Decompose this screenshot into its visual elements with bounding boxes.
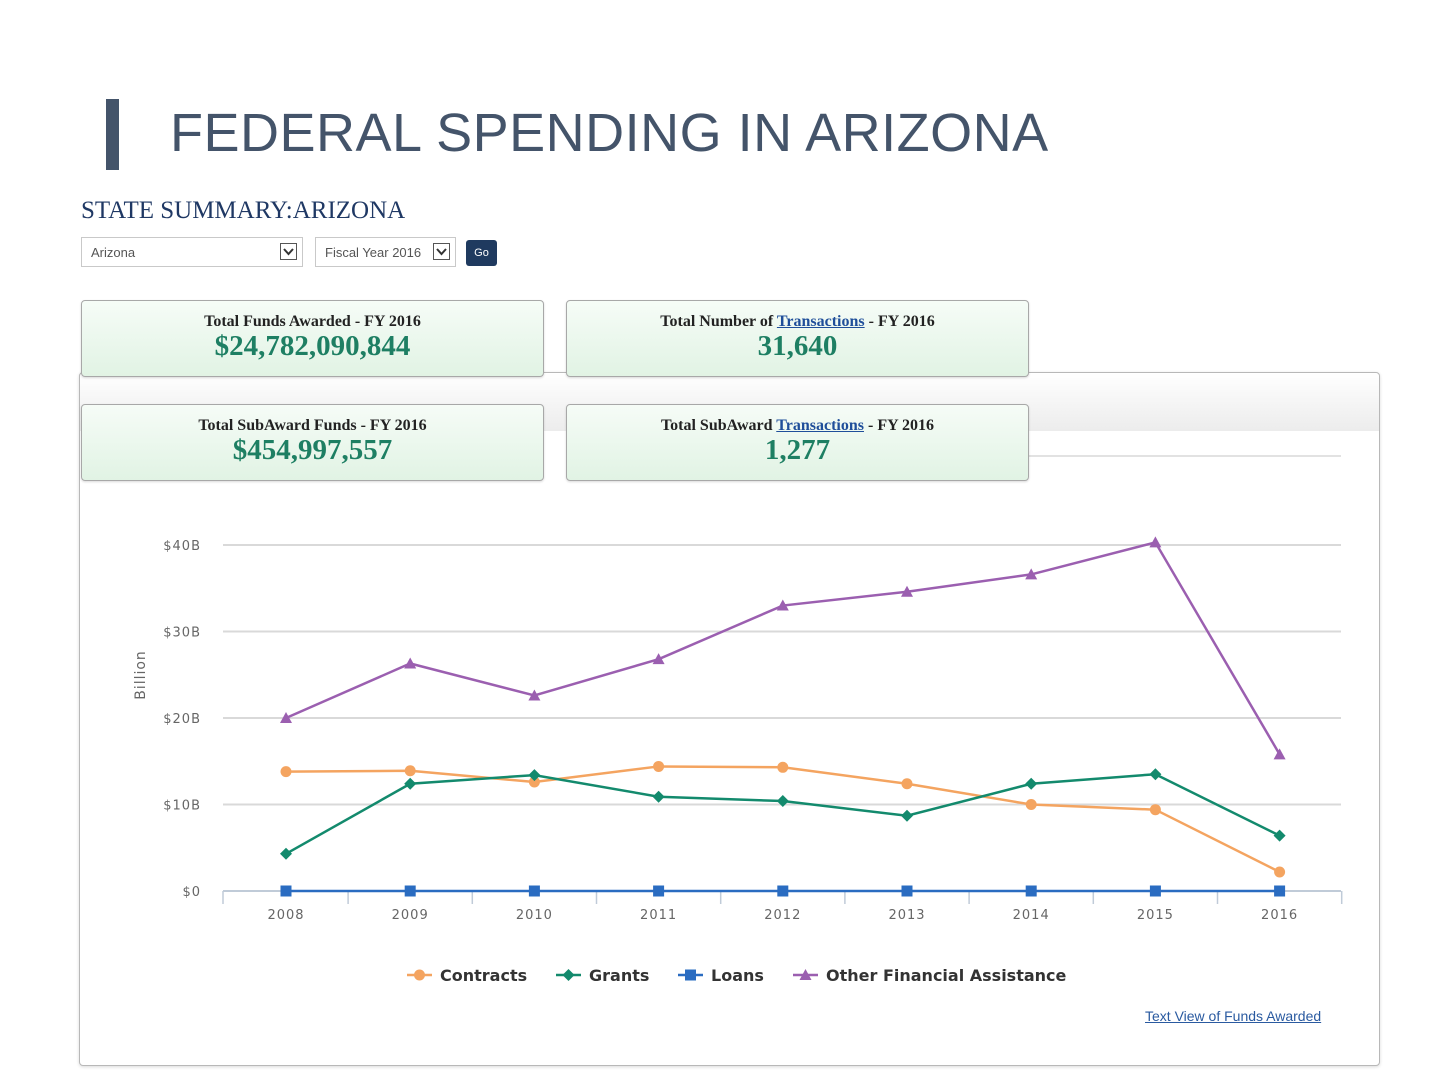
- fiscal-year-select-value: Fiscal Year 2016: [325, 245, 422, 260]
- x-tick-label: 2008: [267, 908, 304, 923]
- transactions-link[interactable]: Transactions: [776, 313, 865, 330]
- x-tick-label: 2009: [392, 908, 429, 923]
- series-line-other-financial-assistance: [285, 540, 1281, 755]
- slide-title: FEDERAL SPENDING IN ARIZONA: [170, 103, 1049, 163]
- point-contracts: [777, 761, 789, 773]
- chart-panel-divider: [980, 455, 1341, 457]
- point-loans: [528, 885, 540, 897]
- title-accent-bar: [106, 99, 119, 170]
- legend-label-contracts: Contracts: [440, 966, 527, 985]
- point-grants: [1273, 829, 1286, 842]
- legend-marker-grants: [562, 969, 575, 981]
- point-other-financial-assistance: [1149, 536, 1162, 548]
- label-text: Total SubAward: [660, 417, 777, 434]
- point-contracts: [653, 760, 665, 772]
- legend-label-loans: Loans: [711, 966, 764, 985]
- x-tick-label: 2012: [764, 908, 801, 923]
- point-grants: [1025, 777, 1038, 790]
- x-tick-label: 2016: [1261, 908, 1298, 923]
- point-other-financial-assistance: [901, 585, 913, 597]
- state-select-value: Arizona: [91, 245, 136, 260]
- y-tick-label: $20B: [163, 712, 201, 727]
- point-other-financial-assistance: [528, 689, 541, 701]
- y-tick-label: $40B: [163, 539, 201, 554]
- point-grants: [901, 809, 913, 822]
- point-other-financial-assistance: [652, 653, 665, 665]
- x-tick-label: 2013: [888, 908, 925, 923]
- point-other-financial-assistance: [404, 657, 417, 669]
- label-text: - FY 2016: [863, 417, 935, 434]
- chevron-down-icon[interactable]: [280, 243, 297, 260]
- total-transactions-card: Total Number of Transactions - FY 2016 3…: [566, 300, 1029, 377]
- y-axis-label: Billion: [133, 650, 149, 700]
- series-line-grants: [285, 772, 1281, 855]
- subaward-funds-label: Total SubAward Funds - FY 2016: [198, 417, 427, 434]
- x-tick-label: 2011: [640, 908, 677, 923]
- point-grants: [528, 769, 541, 782]
- point-grants: [1149, 768, 1162, 781]
- y-tick-label: $30B: [163, 626, 201, 641]
- y-tick-label: $10B: [163, 799, 201, 814]
- state-summary-heading: STATE SUMMARY:ARIZONA: [81, 197, 406, 224]
- subaward-transactions-label: Total SubAward Transactions - FY 2016: [567, 417, 1028, 435]
- legend-marker-contracts: [414, 969, 425, 981]
- label-text: - FY 2016: [864, 313, 935, 330]
- point-contracts: [901, 778, 913, 790]
- point-loans: [1025, 885, 1037, 897]
- chevron-down-icon[interactable]: [433, 243, 450, 260]
- x-tick-label: 2014: [1013, 908, 1050, 923]
- x-tick-label: 2010: [516, 908, 553, 923]
- point-loans: [777, 885, 789, 897]
- point-contracts: [404, 765, 416, 777]
- state-select[interactable]: Arizona: [81, 237, 303, 267]
- point-loans: [901, 885, 913, 897]
- legend-label-grants: Grants: [589, 966, 649, 985]
- go-button[interactable]: Go: [466, 240, 497, 266]
- subaward-funds-value: $454,997,557: [232, 434, 393, 466]
- subaward-transactions-link[interactable]: Transactions: [776, 417, 864, 434]
- point-grants: [404, 777, 417, 790]
- point-contracts: [1149, 804, 1161, 816]
- label-text: Total Number of: [660, 313, 777, 330]
- total-funds-value: $24,782,090,844: [214, 330, 411, 362]
- total-transactions-value: 31,640: [757, 330, 838, 362]
- x-tick-label: 2015: [1137, 908, 1174, 923]
- point-grants: [652, 790, 665, 803]
- y-tick-label: $0: [182, 885, 201, 900]
- point-contracts: [528, 776, 540, 788]
- subaward-transactions-value: 1,277: [764, 434, 831, 466]
- point-loans: [1149, 885, 1161, 897]
- fiscal-year-select[interactable]: Fiscal Year 2016: [315, 237, 456, 267]
- legend-label-other-financial-assistance: Other Financial Assistance: [826, 966, 1067, 985]
- point-loans: [1274, 885, 1286, 897]
- point-loans: [404, 885, 416, 897]
- point-contracts: [1274, 866, 1286, 878]
- subaward-transactions-card: Total SubAward Transactions - FY 2016 1,…: [566, 404, 1029, 481]
- point-contracts: [1025, 799, 1037, 810]
- point-contracts: [280, 766, 292, 778]
- point-grants: [280, 847, 292, 860]
- point-other-financial-assistance: [776, 599, 789, 611]
- subaward-funds-card: Total SubAward Funds - FY 2016 $454,997,…: [81, 404, 544, 481]
- total-transactions-label: Total Number of Transactions - FY 2016: [567, 313, 1028, 331]
- legend-marker-loans: [685, 969, 696, 981]
- legend-marker-other-financial-assistance: [799, 969, 812, 980]
- point-other-financial-assistance: [1273, 748, 1286, 760]
- point-other-financial-assistance: [280, 712, 292, 723]
- point-loans: [280, 885, 292, 897]
- text-view-link[interactable]: Text View of Funds Awarded: [1145, 1008, 1322, 1024]
- point-grants: [776, 795, 789, 808]
- total-funds-label: Total Funds Awarded - FY 2016: [204, 313, 421, 330]
- point-loans: [653, 885, 665, 897]
- point-other-financial-assistance: [1025, 568, 1038, 580]
- total-funds-card: Total Funds Awarded - FY 2016 $24,782,09…: [81, 300, 544, 377]
